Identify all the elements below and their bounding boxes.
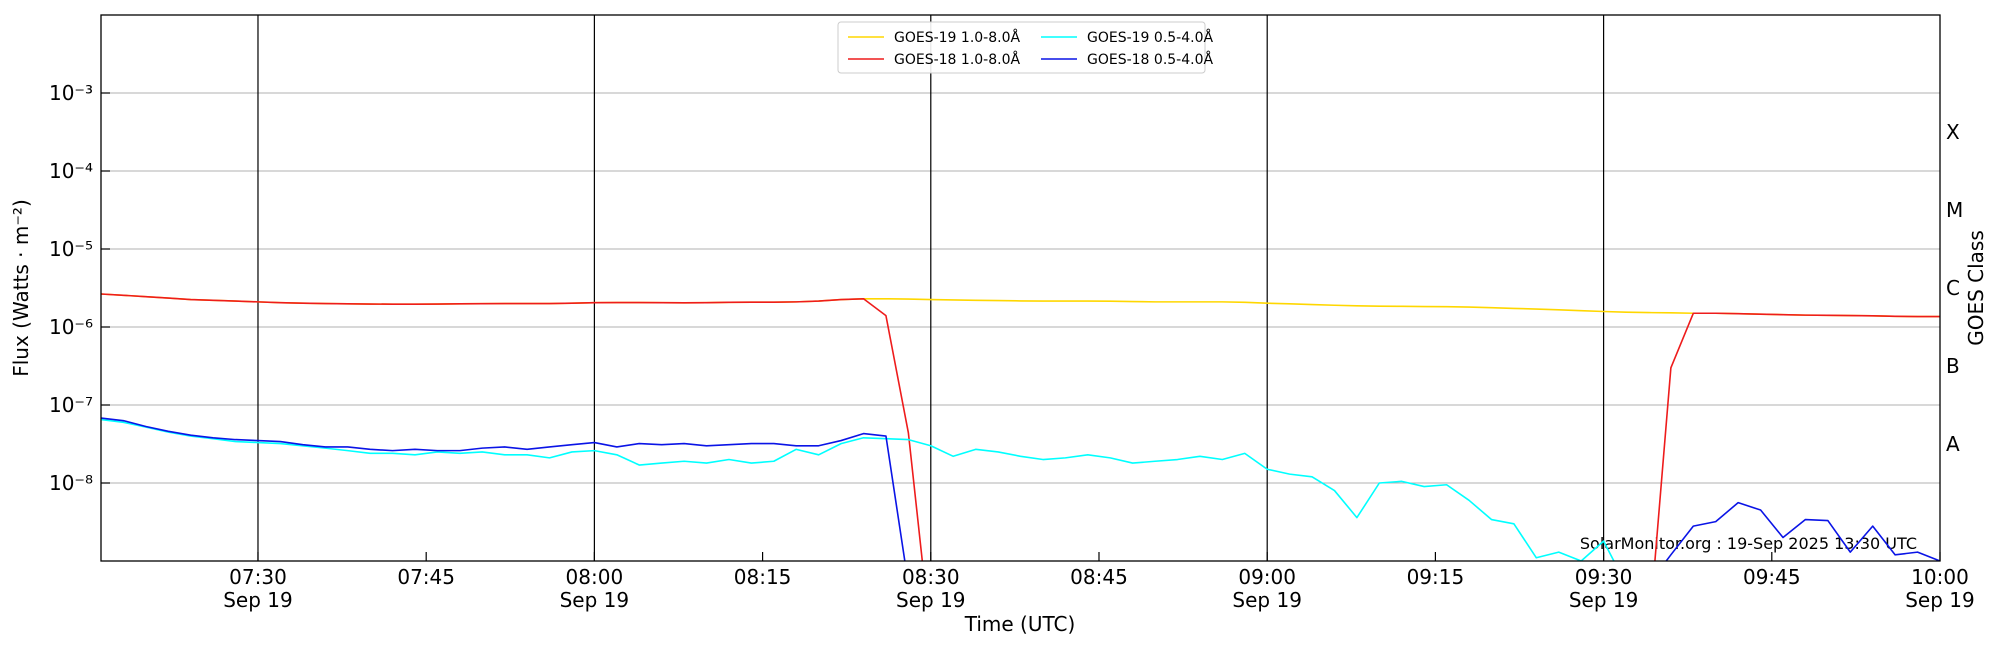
y2-tick-label: C bbox=[1946, 276, 1960, 300]
y-tick-label: 10⁻⁴ bbox=[49, 159, 93, 183]
series-line bbox=[101, 293, 1940, 561]
x-axis-label: Time (UTC) bbox=[964, 612, 1076, 636]
x-tick-label: 08:45 bbox=[1070, 565, 1128, 589]
y2-tick-label: X bbox=[1946, 120, 1960, 144]
annotation: SolarMonitor.org : 19-Sep 2025 13:30 UTC bbox=[1580, 534, 1917, 553]
x-tick-label: 07:45 bbox=[397, 565, 455, 589]
plot-frame bbox=[100, 14, 1941, 562]
series-line bbox=[101, 293, 1940, 318]
x-tick-label: 08:15 bbox=[733, 565, 792, 589]
legend-box bbox=[837, 21, 1206, 74]
y-tick-label: 10⁻⁶ bbox=[49, 315, 93, 339]
y2-tick-label: A bbox=[1946, 432, 1960, 456]
legend-label: GOES-19 0.5-4.0Å bbox=[1087, 29, 1213, 46]
y-tick-label: 10⁻⁷ bbox=[49, 393, 93, 417]
x-tick-label: 08:30 Sep 19 bbox=[896, 565, 966, 612]
legend-label: GOES-18 0.5-4.0Å bbox=[1087, 51, 1213, 68]
x-tick-label: 09:00 Sep 19 bbox=[1232, 565, 1302, 612]
x-tick-label: 07:30 Sep 19 bbox=[223, 565, 293, 612]
y-tick-label: 10⁻⁸ bbox=[49, 471, 93, 495]
legend-label: GOES-19 1.0-8.0Å bbox=[894, 29, 1020, 46]
x-tick-label: 08:00 Sep 19 bbox=[559, 565, 630, 612]
y2-axis-label: GOES Class bbox=[1964, 230, 1988, 346]
y2-tick-label: M bbox=[1946, 198, 1963, 222]
series-line bbox=[101, 418, 1615, 561]
x-tick-label: 09:45 bbox=[1742, 565, 1801, 589]
series-group bbox=[101, 293, 1940, 561]
x-tick-label: 10:00 Sep 19 bbox=[1905, 565, 1975, 612]
y-tick-label: 10⁻⁵ bbox=[49, 237, 93, 261]
y-tick-label: 10⁻³ bbox=[49, 81, 93, 105]
legend-label: GOES-18 1.0-8.0Å bbox=[894, 51, 1020, 68]
x-tick-label: 09:15 bbox=[1406, 565, 1465, 589]
y2-tick-label: B bbox=[1946, 354, 1960, 378]
y-axis-label: Flux (Watts · m⁻²) bbox=[9, 199, 33, 377]
series-line bbox=[101, 417, 1940, 561]
x-tick-label: 09:30 Sep 19 bbox=[1568, 565, 1639, 612]
